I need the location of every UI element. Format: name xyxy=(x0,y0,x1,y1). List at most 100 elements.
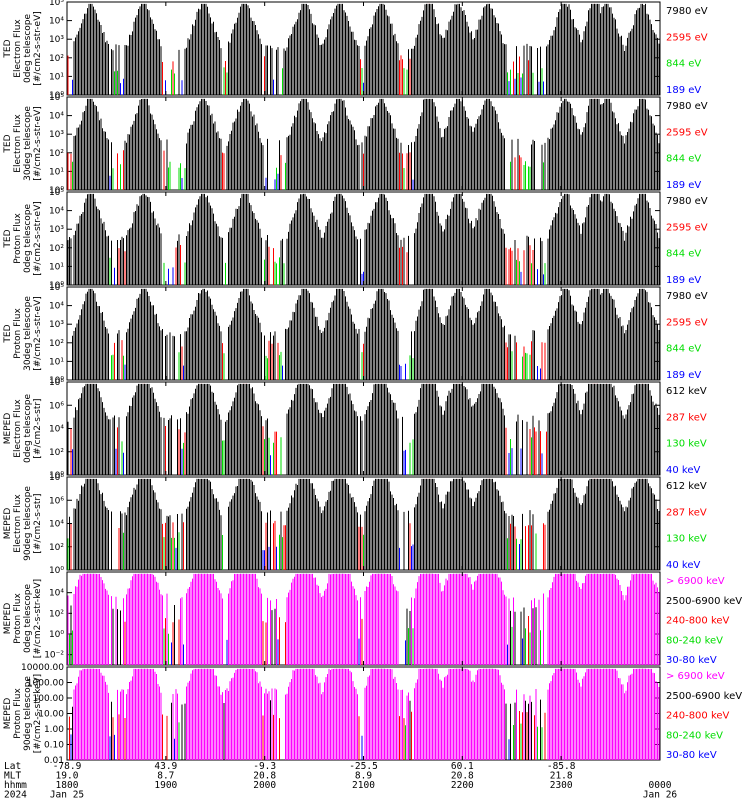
panel-frame xyxy=(66,666,661,761)
legend-entry: 40 keV xyxy=(666,560,700,571)
legend-entry: 240-800 keV xyxy=(666,616,730,627)
y-axis-label: TED xyxy=(3,324,13,343)
x-tick-label: 1800 xyxy=(56,780,79,791)
y-axis-label: MEPED xyxy=(3,413,13,445)
x-tick-label: 2100 xyxy=(352,780,375,791)
panel-6: 10⁰ 10² 10⁴ 10⁶ 10⁸ MEPED Electron Flux 90deg t… xyxy=(3,473,707,576)
y-tick-label: 10.00 xyxy=(38,710,64,720)
x-tick-label: -9.3 xyxy=(253,761,276,772)
y-axis-label: MEPED xyxy=(3,603,13,635)
y-axis-label: Electron Flux xyxy=(13,494,23,553)
y-tick-label: 10² xyxy=(49,609,64,619)
y-axis-label: [#/cm2-s-str-keV] xyxy=(33,674,43,753)
x-tick-label: 8.9 xyxy=(355,771,372,782)
x-axis-row-label: MLT xyxy=(4,771,21,782)
legend-entry: 7980 eV xyxy=(666,291,708,302)
x-tick-label: 20.8 xyxy=(451,771,474,782)
y-axis-label: MEPED xyxy=(3,698,13,730)
y-tick-label: 10⁴ xyxy=(49,520,64,530)
panel-frame xyxy=(66,381,661,476)
y-tick-label: 10² xyxy=(49,543,64,553)
x-tick-label: 2200 xyxy=(451,780,474,791)
y-axis-label: [#/cm2-s-str-eV] xyxy=(33,106,43,181)
legend-entry: 189 eV xyxy=(666,275,701,286)
x-tick-label: 0000 xyxy=(649,780,672,791)
x-tick-label: Jan 25 xyxy=(50,790,84,800)
y-tick-label: 10³ xyxy=(49,225,64,235)
y-tick-label: 10⁸ xyxy=(49,378,64,388)
y-axis-label: 0deg telescope xyxy=(23,584,33,654)
legend-entry: 189 eV xyxy=(666,370,701,381)
x-tick-label: -78.9 xyxy=(53,761,82,772)
y-tick-label: 1000.00 xyxy=(27,679,64,689)
series-trace xyxy=(72,300,660,380)
panel-4: 10⁰ 10¹ 10² 10³ 10⁴ 10⁵ TED Proton Flux 30deg te… xyxy=(3,283,708,386)
x-tick-label: 19.0 xyxy=(56,771,79,782)
legend-entry: 2595 eV xyxy=(666,32,708,43)
panel-1: 10⁰ 10¹ 10² 10³ 10⁴ 10⁵ TED Electron Flux 0deg t… xyxy=(3,0,708,101)
x-tick-label: 20.8 xyxy=(253,771,276,782)
panel-5: 10⁰ 10² 10⁴ 10⁶ 10⁸ MEPED Electron Flux 0deg te… xyxy=(3,378,707,481)
y-tick-label: 10⁰ xyxy=(49,471,64,481)
legend-entry: 40 keV xyxy=(666,465,700,476)
y-axis-label: 30deg telescope xyxy=(23,106,33,181)
x-tick-label: -85.8 xyxy=(547,761,576,772)
y-tick-label: 10⁰ xyxy=(49,186,64,196)
y-tick-label: 10⁸ xyxy=(49,473,64,483)
legend-entry: 240-800 keV xyxy=(666,711,730,722)
series-trace xyxy=(72,288,660,380)
legend-entry: 130 keV xyxy=(666,534,707,545)
y-tick-label: 0.10 xyxy=(44,741,64,751)
y-tick-label: 10000.00 xyxy=(21,663,64,673)
y-axis-label: [#/cm2-s-str-eV] xyxy=(33,201,43,276)
y-tick-label: 0.01 xyxy=(44,756,64,766)
y-tick-label: 10² xyxy=(49,54,64,64)
y-tick-label: 10⁴ xyxy=(49,17,64,27)
y-tick-label: 10⁰ xyxy=(49,91,64,101)
series-trace xyxy=(69,478,660,570)
series-trace xyxy=(73,668,660,760)
legend-entry: > 6900 keV xyxy=(666,671,725,682)
y-tick-label: 10⁰ xyxy=(49,281,64,291)
y-axis-label: MEPED xyxy=(3,508,13,540)
series-trace xyxy=(72,668,660,760)
x-tick-label: -25.5 xyxy=(349,761,378,772)
legend-entry: 30-80 keV xyxy=(666,750,717,761)
y-axis-label: [#/cm2-s-str-eV] xyxy=(33,296,43,371)
x-axis-row-label: 2024 xyxy=(4,790,27,800)
series-trace xyxy=(67,383,660,475)
legend-entry: 844 eV xyxy=(666,249,701,260)
x-axis-row-label: Lat xyxy=(4,761,21,772)
y-axis-label: 90deg telescope xyxy=(23,676,33,751)
series-trace xyxy=(72,288,660,380)
y-tick-label: 10² xyxy=(49,149,64,159)
legend-entry: 287 keV xyxy=(666,412,707,423)
legend-entry: 844 eV xyxy=(666,59,701,70)
y-tick-label: 10¹ xyxy=(49,262,64,272)
x-tick-label: 2000 xyxy=(253,780,276,791)
y-tick-label: 10⁵ xyxy=(49,283,64,293)
legend-entry: 844 eV xyxy=(666,154,701,165)
y-tick-label: 10¹ xyxy=(49,167,64,177)
y-tick-label: 10³ xyxy=(49,35,64,45)
y-tick-label: 10⁴ xyxy=(49,425,64,435)
panel-7: 10⁻² 10⁰ 10² 10⁴ MEPED Proton Flux 0deg telesc… xyxy=(3,571,742,666)
y-axis-label: TED xyxy=(3,134,13,153)
series-trace xyxy=(73,3,660,95)
panel-frame xyxy=(66,191,661,286)
series-trace xyxy=(67,193,660,285)
legend-entry: > 6900 keV xyxy=(666,576,725,587)
legend-entry: 2595 eV xyxy=(666,127,708,138)
x-tick-label: 21.8 xyxy=(550,771,573,782)
y-tick-label: 10⁰ xyxy=(49,566,64,576)
x-tick-label: 43.9 xyxy=(154,761,177,772)
y-tick-label: 10² xyxy=(49,244,64,254)
y-axis-label: Electron Flux xyxy=(13,19,23,78)
legend-entry: 2595 eV xyxy=(666,222,708,233)
y-tick-label: 10³ xyxy=(49,130,64,140)
y-tick-label: 10⁻² xyxy=(44,651,64,661)
panel-2: 10⁰ 10¹ 10² 10³ 10⁴ 10⁵ TED Electron Flux 30deg … xyxy=(3,93,708,196)
y-axis-label: 0deg telescope xyxy=(23,204,33,274)
